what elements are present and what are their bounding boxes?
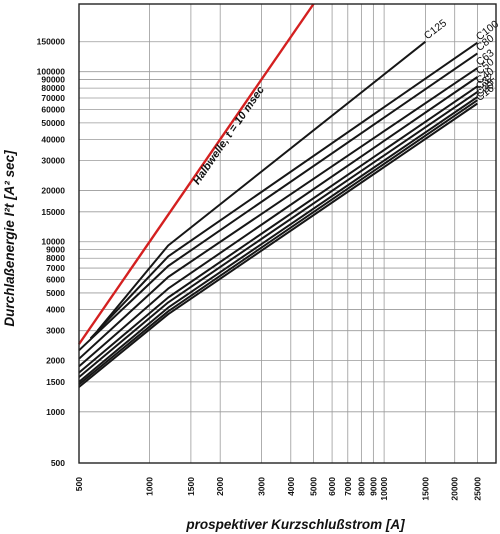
halbwelle-reference-line xyxy=(78,3,315,345)
x-tick-label: 9000 xyxy=(368,477,378,496)
y-tick-label: 7000 xyxy=(46,263,65,273)
x-tick-label: 7000 xyxy=(343,477,353,496)
plot-frame xyxy=(78,3,497,464)
x-tick-label: 1500 xyxy=(186,477,196,496)
series-line-c80 xyxy=(78,52,478,352)
series-line-c20 xyxy=(78,99,478,386)
y-tick-label: 150000 xyxy=(37,37,66,47)
x-tick-label: 6000 xyxy=(327,477,337,496)
series-line-c63 xyxy=(78,67,478,360)
halbwelle-label: Halbwelle, t = 10 msec xyxy=(191,84,267,187)
series-line-c100 xyxy=(89,41,478,340)
y-tick-label: 30000 xyxy=(41,156,65,166)
x-tick-labels: 500 1000 1500 2000 3000 4000 5000 6000 7000 8000 9… xyxy=(74,477,482,501)
y-tick-label: 5000 xyxy=(46,288,65,298)
y-tick-label: 1500 xyxy=(46,377,65,387)
y-tick-label: 90000 xyxy=(41,74,65,84)
x-tick-label: 20000 xyxy=(450,477,460,501)
y-tick-label: 80000 xyxy=(41,83,65,93)
x-tick-label: 15000 xyxy=(420,477,430,501)
y-tick-label: 40000 xyxy=(41,134,65,144)
series-line-c50 xyxy=(78,76,478,368)
y-tick-label: 6000 xyxy=(46,274,65,284)
y-tick-labels: 5001000150020003000400050006000700080009… xyxy=(37,37,66,468)
y-tick-label: 8000 xyxy=(46,253,65,263)
series-label-c125: C125 xyxy=(422,17,449,42)
y-axis-title: Durchlaßenergie I²t [A² sec] xyxy=(2,150,17,327)
y-tick-label: 70000 xyxy=(41,93,65,103)
y-tick-label: 500 xyxy=(51,458,65,468)
y-tick-label: 20000 xyxy=(41,186,65,196)
series-line-c16 xyxy=(78,102,478,388)
y-tick-label: 2000 xyxy=(46,356,65,366)
y-tick-label: 100000 xyxy=(37,67,66,77)
x-tick-label: 1000 xyxy=(145,477,155,496)
x-tick-label: 500 xyxy=(74,477,84,491)
series-lines xyxy=(78,40,478,388)
y-tick-label: 3000 xyxy=(46,326,65,336)
x-tick-label: 2000 xyxy=(215,477,225,496)
x-tick-label: 4000 xyxy=(286,477,296,496)
y-tick-label: 10000 xyxy=(41,237,65,247)
x-tick-label: 5000 xyxy=(309,477,319,496)
y-tick-label: 9000 xyxy=(46,245,65,255)
y-tick-label: 4000 xyxy=(46,304,65,314)
y-tick-label: 50000 xyxy=(41,118,65,128)
series-line-c25 xyxy=(78,96,478,383)
series-line-c125 xyxy=(96,40,427,332)
x-tick-label: 10000 xyxy=(379,477,389,501)
series-line-c40 xyxy=(78,85,478,374)
y-tick-label: 15000 xyxy=(41,207,65,217)
y-tick-label: 60000 xyxy=(41,104,65,114)
x-tick-label: 8000 xyxy=(356,477,366,496)
y-tick-label: 1000 xyxy=(46,407,65,417)
x-tick-label: 3000 xyxy=(256,477,266,496)
x-axis-title: prospektiver Kurzschlußstrom [A] xyxy=(185,517,405,532)
series-line-c32 xyxy=(78,91,478,378)
x-tick-label: 25000 xyxy=(472,477,482,501)
